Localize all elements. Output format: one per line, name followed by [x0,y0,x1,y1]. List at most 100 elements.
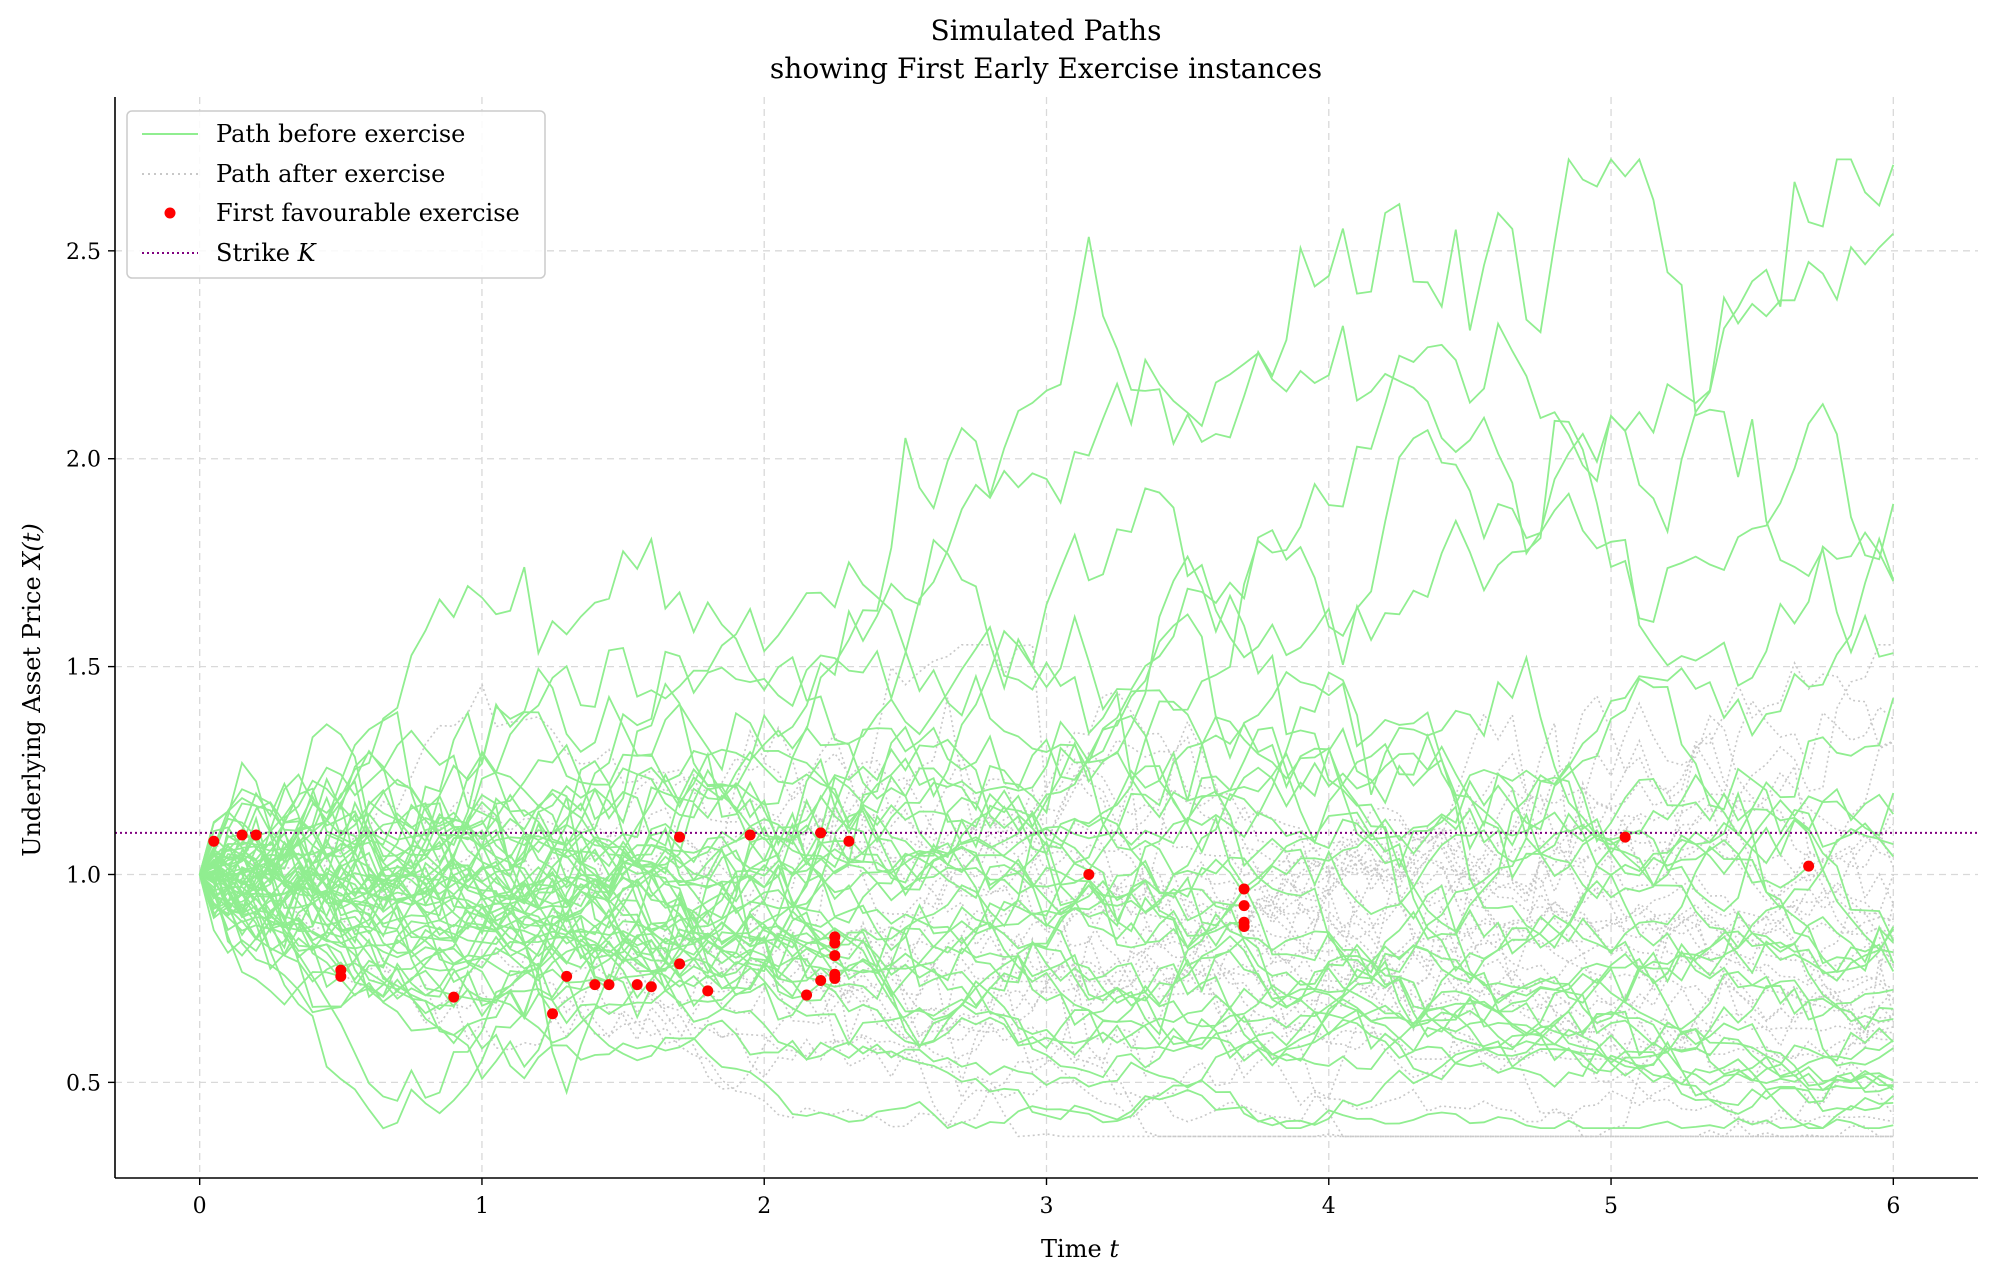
path-before-38 [199,831,1894,1036]
legend-label-strike: Strike K [216,239,318,267]
x-tick-label-5: 5 [1604,1194,1618,1219]
x-tick-label-6: 6 [1886,1194,1900,1219]
x-axis-label: Time t [1041,1235,1119,1263]
path-before-33 [199,766,1894,1129]
path-after-0 [213,690,1894,1013]
exercise-point-29 [1238,920,1250,932]
path-before-39 [199,232,1894,893]
exercise-point-8 [589,979,601,991]
path-before-44 [199,158,1895,904]
exercise-point-13 [674,958,686,970]
legend: Path before exercise Path after exercise… [126,110,546,279]
path-after-31 [1808,741,1894,867]
chart-subtitle: showing First Early Exercise instances [770,52,1322,85]
path-after-10 [636,984,1894,1123]
exercise-point-17 [815,827,827,839]
path-before-54 [198,726,1894,910]
path-before-30 [199,788,1626,949]
path-before-62 [198,697,1895,911]
exercise-point-9 [603,979,615,991]
exercise-point-20 [829,937,841,949]
path-before-49 [198,402,1895,888]
exercise-point-31 [1803,860,1815,872]
y-axis-label: Underlying Asset Price X(t) [18,523,46,857]
exercise-point-4 [335,970,347,982]
path-after-26 [1244,806,1895,933]
x-tick-label-4: 4 [1322,1194,1336,1219]
legend-label-marker: First favourable exercise [216,199,520,227]
y-axis-label-var: X(t) [18,523,46,570]
exercise-point-23 [829,972,841,984]
exercise-point-11 [645,981,657,993]
exercise-point-1 [236,829,248,841]
path-after-29 [1243,732,1894,937]
exercise-point-0 [208,835,220,847]
path-before-36 [199,864,1894,1130]
path-before-50 [198,831,1895,973]
path-before-60 [198,803,1894,1079]
path-before-52 [199,751,1895,980]
exercise-point-21 [829,950,841,962]
path-before-55 [199,846,1895,1057]
axes [108,97,1978,1185]
legend-label-before: Path before exercise [216,120,465,148]
path-before-7 [198,873,568,1036]
legend-label-strike-text: Strike [216,239,290,267]
y-tick-label-0: 0.5 [66,1071,101,1096]
y-tick-label-2: 1.5 [66,656,101,681]
exercise-point-27 [1238,900,1250,912]
path-before-41 [199,428,1895,927]
exercise-point-12 [674,831,686,843]
path-before-47 [198,157,1894,875]
path-after-18 [819,980,1894,1138]
exercise-point-6 [547,1008,559,1020]
x-axis-label-text: Time [1041,1235,1102,1263]
legend-label-strike-var: K [297,239,318,267]
exercise-point-5 [448,991,460,1003]
path-after-8 [594,952,1894,1138]
path-after-21 [834,955,1894,1061]
exercise-point-25 [1083,868,1095,880]
path-after-25 [1088,771,1894,917]
path-after-6 [551,699,1894,1043]
exercise-point-26 [1238,883,1250,895]
path-before-46 [199,624,1895,942]
exercise-point-16 [801,989,813,1001]
path-before-61 [198,817,1894,1008]
y-tick-label-4: 2.5 [66,240,101,265]
exercise-point-2 [250,829,262,841]
path-before-21 [198,832,836,1004]
y-tick-label-1: 1.0 [66,863,101,888]
path-before-35 [199,714,1894,1057]
x-axis-label-var: t [1109,1235,1119,1263]
path-after-27 [1244,808,1895,964]
x-tick-label-1: 1 [475,1194,489,1219]
path-after-7 [566,841,1894,1090]
exercise-point-18 [815,975,827,987]
path-after-12 [679,818,1894,1032]
path-before-32 [199,825,1894,1086]
path-before-58 [198,682,1894,1078]
exercise-point-7 [561,970,573,982]
tick-labels: 0 1 2 3 4 5 6 0.5 1.0 1.5 2.0 2.5 [66,240,1900,1219]
path-before-27 [198,787,1245,1007]
x-tick-label-2: 2 [757,1194,771,1219]
path-after-17 [820,753,1894,1116]
legend-swatch-marker [164,207,176,219]
path-before-45 [198,810,1894,1104]
path-before-59 [199,677,1895,966]
exercise-markers [208,827,1815,1020]
x-tick-label-3: 3 [1040,1194,1054,1219]
path-after-13 [679,697,1895,1080]
exercise-point-14 [702,985,714,997]
paths-before-exercise [198,157,1895,1130]
path-before-57 [198,722,1894,1023]
exercise-point-24 [843,835,855,847]
legend-frame [126,110,546,279]
exercise-point-15 [744,829,756,841]
exercise-point-30 [1619,831,1631,843]
path-before-51 [199,729,1894,1092]
path-before-56 [199,873,1894,1097]
